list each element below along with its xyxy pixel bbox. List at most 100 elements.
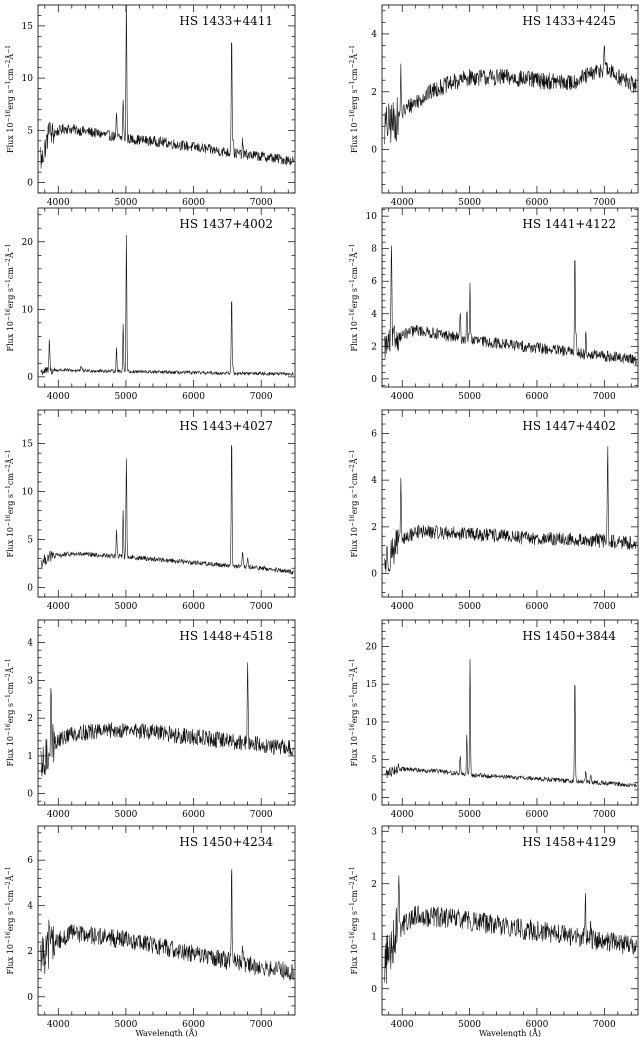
x-tick-label: 7000	[250, 198, 273, 208]
y-tick-label: 10	[22, 74, 34, 84]
panel-title: HS 1450+3844	[522, 629, 616, 643]
x-tick-label: 5000	[458, 198, 481, 208]
y-axis-label: Flux 10−16erg s−1cm−2Å−1	[5, 244, 15, 352]
x-tick-label: 7000	[250, 1020, 273, 1030]
x-tick-label: 5000	[114, 198, 137, 208]
y-tick-label: 3	[27, 676, 33, 686]
y-tick-label: 15	[22, 22, 34, 32]
y-axis-label: Flux 10−16erg s−1cm−2Å−1	[349, 450, 359, 558]
x-tick-label: 7000	[593, 810, 616, 820]
y-tick-label: 0	[27, 179, 33, 189]
y-tick-label: 2	[371, 523, 377, 533]
x-tick-label: 6000	[182, 602, 205, 612]
y-tick-label: 4	[27, 639, 33, 649]
y-tick-label: 2	[27, 947, 33, 957]
y-tick-label: 2	[27, 714, 33, 724]
x-tick-label: 4000	[47, 602, 70, 612]
spectrum-line	[40, 445, 294, 575]
x-tick-label: 6000	[525, 392, 548, 402]
x-tick-label: 4000	[47, 392, 70, 402]
x-tick-label: 7000	[593, 1020, 616, 1030]
panel-title: HS 1458+4129	[522, 835, 616, 849]
y-tick-label: 10	[366, 212, 378, 222]
plot-frame	[37, 825, 296, 1016]
y-tick-label: 10	[22, 488, 34, 498]
panel-title: HS 1437+4002	[179, 217, 273, 231]
y-tick-label: 6	[27, 856, 33, 866]
y-tick-label: 15	[366, 680, 378, 690]
panel-title: HS 1448+4518	[179, 629, 273, 643]
spectrum-line	[384, 45, 637, 145]
y-axis-label: Flux 10−16erg s−1cm−2Å−1	[5, 659, 15, 767]
y-tick-label: 4	[371, 310, 377, 320]
y-tick-label: 8	[371, 245, 377, 255]
spectrum-line	[40, 235, 294, 377]
x-tick-label: 5000	[458, 392, 481, 402]
x-tick-label: 4000	[391, 602, 414, 612]
plot-frame	[37, 409, 296, 598]
x-tick-label: 4000	[391, 810, 414, 820]
y-tick-label: 4	[371, 30, 377, 40]
x-tick-label: 7000	[593, 602, 616, 612]
spectrum-panel-6: 4000 5000 6000 7000 0 2 4 6 HS 1447+4402 Flux 10−…	[349, 409, 639, 612]
x-tick-label: 5000	[458, 602, 481, 612]
y-tick-label: 5	[27, 126, 33, 136]
x-tick-label: 5000	[458, 1020, 481, 1030]
y-tick-label: 4	[371, 476, 377, 486]
x-tick-label: 6000	[182, 198, 205, 208]
y-tick-label: 0	[27, 790, 33, 800]
y-tick-label: 0	[27, 373, 33, 383]
y-tick-label: 5	[371, 756, 377, 766]
x-axis-label: Wavelength (Å)	[479, 1029, 541, 1037]
y-tick-label: 20	[22, 238, 34, 248]
spectrum-panel-7: 4000 5000 6000 7000 0 1 2 3 4 HS 1448+4518 Flux 10…	[5, 619, 296, 820]
spectrum-panel-8: 4000 5000 6000 7000 0 5 10 15 20 HS 1450+3844 Flux…	[349, 619, 639, 820]
x-tick-label: 6000	[525, 198, 548, 208]
x-tick-label: 4000	[47, 810, 70, 820]
y-tick-label: 0	[371, 146, 377, 156]
y-axis-label: Flux 10−16erg s−1cm−2Å−1	[5, 450, 15, 558]
x-tick-label: 4000	[47, 198, 70, 208]
spectrum-panel-10: 4000 5000 6000 7000 0 1 2 3 HS 1458+4129 Flux 10−…	[349, 825, 639, 1037]
plot-frame	[37, 619, 296, 806]
x-tick-label: 6000	[525, 810, 548, 820]
plot-frame	[381, 409, 639, 598]
y-axis-label: Flux 10−16erg s−1cm−2Å−1	[349, 659, 359, 767]
x-tick-label: 6000	[525, 602, 548, 612]
spectrum-line	[384, 875, 637, 984]
spectrum-line	[384, 446, 637, 573]
x-tick-label: 6000	[182, 810, 205, 820]
y-tick-label: 10	[22, 305, 34, 315]
x-tick-label: 6000	[182, 392, 205, 402]
y-tick-label: 0	[27, 993, 33, 1003]
plot-frame	[37, 4, 296, 194]
x-axis-label: Wavelength (Å)	[135, 1029, 197, 1037]
spectrum-line	[384, 659, 637, 788]
y-axis-label: Flux 10−16erg s−1cm−2Å−1	[5, 867, 15, 975]
spectrum-line	[40, 662, 294, 777]
y-tick-label: 0	[371, 570, 377, 580]
y-tick-label: 2	[371, 342, 377, 352]
x-tick-label: 5000	[114, 1020, 137, 1030]
x-tick-label: 7000	[250, 392, 273, 402]
panel-title: HS 1450+4234	[179, 835, 273, 849]
spectrum-line	[40, 869, 294, 981]
panel-title: HS 1433+4411	[179, 14, 273, 28]
panel-title: HS 1433+4245	[522, 14, 616, 28]
spectrum-panel-1: 4000 5000 6000 7000 0 5 10 15 HS 1433+4411 Flux 1…	[5, 4, 296, 208]
y-tick-label: 6	[371, 277, 377, 287]
x-tick-label: 6000	[182, 1020, 205, 1030]
x-tick-label: 5000	[114, 810, 137, 820]
y-tick-label: 4	[27, 902, 33, 912]
panel-title: HS 1441+4122	[522, 217, 616, 231]
y-tick-label: 15	[22, 440, 34, 450]
panel-title: HS 1443+4027	[179, 419, 273, 433]
y-tick-label: 0	[371, 375, 377, 385]
y-tick-label: 6	[371, 429, 377, 439]
y-tick-label: 3	[371, 827, 377, 837]
x-tick-label: 7000	[250, 810, 273, 820]
y-tick-label: 0	[371, 985, 377, 995]
x-tick-label: 7000	[593, 198, 616, 208]
y-tick-label: 0	[371, 793, 377, 803]
